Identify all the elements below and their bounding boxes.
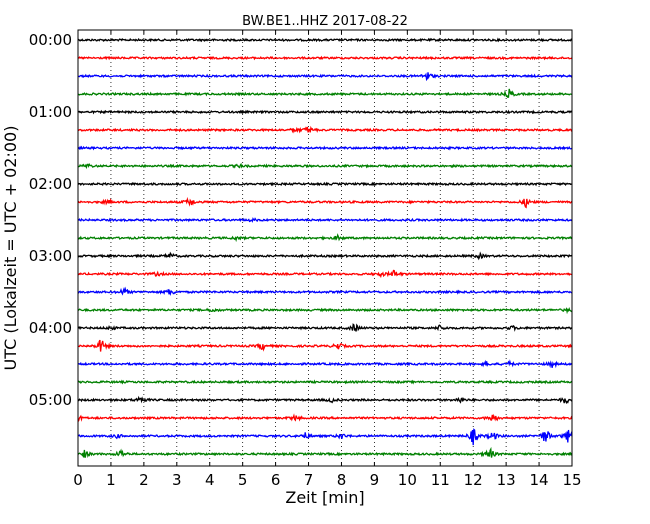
x-tick-label: 11	[431, 471, 450, 489]
x-tick-label: 10	[398, 471, 417, 489]
trace-0115	[77, 125, 573, 134]
y-tick-label: 02:00	[29, 175, 72, 193]
x-axis: 0 1 2 3 4 5 6 7 8 9 10 11 12 13 14 15	[73, 30, 582, 489]
x-tick-label: 15	[562, 471, 581, 489]
trace-0415	[77, 339, 573, 352]
y-tick-label: 00:00	[29, 31, 72, 49]
trace-0015	[78, 55, 573, 61]
y-tick-label: 01:00	[29, 103, 72, 121]
trace-0515	[77, 413, 573, 422]
x-tick-label: 12	[464, 471, 483, 489]
trace-0130	[77, 145, 573, 151]
x-tick-label: 6	[271, 471, 281, 489]
trace-0000	[77, 37, 572, 43]
trace-0345	[78, 307, 573, 315]
trace-0230	[77, 217, 573, 223]
trace-0245	[77, 233, 573, 243]
trace-0300	[77, 251, 573, 261]
y-tick-label: 05:00	[29, 391, 72, 409]
plot-frame	[77, 29, 573, 467]
x-tick-label: 8	[337, 471, 347, 489]
trace-0430	[77, 359, 573, 369]
grid-lines	[110, 30, 540, 466]
x-tick-label: 7	[304, 471, 314, 489]
x-tick-label: 0	[73, 471, 83, 489]
trace-0200	[77, 181, 573, 187]
trace-0545	[77, 446, 573, 459]
x-tick-label: 1	[106, 471, 116, 489]
chart-title: BW.BE1..HHZ 2017-08-22	[242, 14, 408, 29]
x-axis-label: Zeit [min]	[285, 488, 364, 507]
y-tick-label: 03:00	[29, 247, 72, 265]
trace-0530	[77, 428, 573, 446]
trace-0145	[77, 162, 572, 170]
trace-0045	[77, 88, 573, 99]
x-tick-label: 2	[139, 471, 149, 489]
trace-0315	[77, 269, 573, 279]
trace-0215	[77, 196, 573, 209]
x-tick-label: 5	[238, 471, 248, 489]
trace-0445	[77, 379, 573, 385]
x-tick-label: 4	[205, 471, 215, 489]
x-tick-label: 3	[172, 471, 182, 489]
trace-0400	[77, 323, 573, 332]
y-tick-label: 04:00	[29, 319, 72, 337]
trace-0100	[77, 109, 573, 115]
trace-0330	[77, 286, 573, 296]
trace-0030	[77, 72, 573, 82]
y-axis: 00:00 01:00 02:00 03:00 04:00 05:00	[29, 31, 572, 409]
trace-0500	[77, 395, 573, 405]
x-tick-label: 9	[370, 471, 380, 489]
x-tick-label: 13	[497, 471, 516, 489]
x-tick-label: 14	[530, 471, 549, 489]
trace-group	[77, 37, 573, 459]
y-axis-label: UTC (Lokalzeit = UTC + 02:00)	[1, 126, 20, 371]
